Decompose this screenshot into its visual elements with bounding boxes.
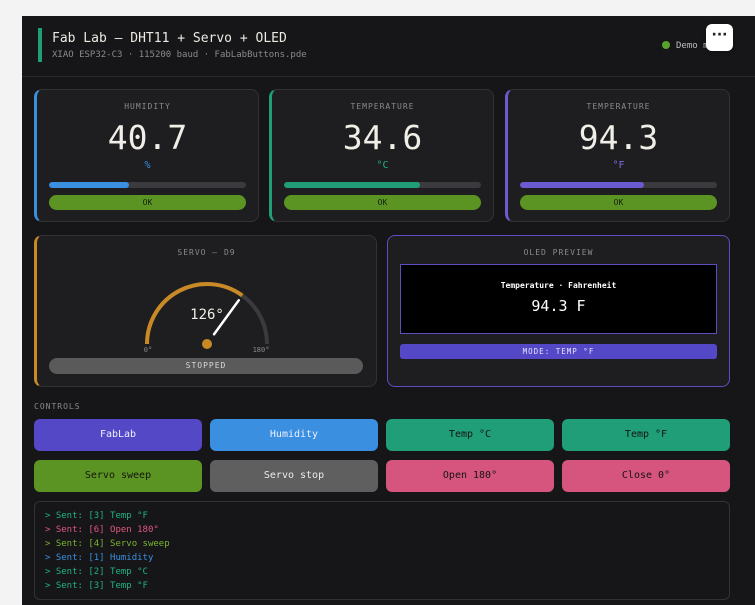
temperature-f-status-badge: OK bbox=[520, 195, 717, 210]
temperature-c-card: TEMPERATURE 34.6 °C OK bbox=[269, 89, 494, 222]
page-title: Fab Lab — DHT11 + Servo + OLED bbox=[52, 31, 287, 46]
connection-status: Demo m bbox=[662, 41, 709, 51]
temp-c-button[interactable]: Temp °C bbox=[386, 419, 554, 451]
gauge-max-label: 180° bbox=[253, 346, 270, 354]
close-0-button[interactable]: Close 0° bbox=[562, 460, 730, 492]
humidity-card: HUMIDITY 40.7 % OK bbox=[34, 89, 259, 222]
temperature-c-value: 34.6 bbox=[342, 118, 423, 157]
oled-label: OLED PREVIEW bbox=[523, 248, 594, 257]
temperature-f-progress-bar bbox=[520, 182, 717, 188]
log-line: > Sent: [2] Temp °C bbox=[45, 567, 148, 577]
status-label: Demo m bbox=[676, 41, 709, 51]
log-line: > Sent: [3] Temp °F bbox=[45, 581, 148, 591]
page-subtitle: XIAO ESP32-C3 · 115200 baud · FabLabButt… bbox=[52, 50, 307, 60]
log-line: > Sent: [4] Servo sweep bbox=[45, 539, 170, 549]
servo-sweep-button[interactable]: Servo sweep bbox=[34, 460, 202, 492]
gauge-needle bbox=[212, 299, 240, 336]
humidity-label: HUMIDITY bbox=[124, 102, 171, 111]
log-line: > Sent: [6] Open 180° bbox=[45, 525, 159, 535]
humidity-progress-bar bbox=[49, 182, 246, 188]
temperature-c-unit: °C bbox=[376, 160, 389, 171]
servo-label: SERVO — D9 bbox=[177, 248, 236, 257]
humidity-progress-fill bbox=[49, 182, 130, 188]
header: Fab Lab — DHT11 + Servo + OLED XIAO ESP3… bbox=[22, 16, 755, 77]
oled-preview-panel: OLED PREVIEW Temperature · Fahrenheit 94… bbox=[387, 235, 730, 387]
temperature-f-label: TEMPERATURE bbox=[586, 102, 651, 111]
temperature-c-progress-fill bbox=[284, 182, 420, 188]
fablab-button[interactable]: FabLab bbox=[34, 419, 202, 451]
humidity-button[interactable]: Humidity bbox=[210, 419, 378, 451]
temperature-f-progress-fill bbox=[520, 182, 645, 188]
temperature-f-card: TEMPERATURE 94.3 °F OK bbox=[505, 89, 730, 222]
temp-f-button[interactable]: Temp °F bbox=[562, 419, 730, 451]
header-accent-bar bbox=[38, 28, 42, 62]
controls-label: CONTROLS bbox=[34, 402, 81, 411]
oled-value-line: 94.3 F bbox=[531, 297, 586, 315]
temperature-c-status-badge: OK bbox=[284, 195, 481, 210]
temperature-f-unit: °F bbox=[612, 160, 625, 171]
gauge-fill bbox=[145, 282, 244, 345]
servo-angle-readout: 126° bbox=[190, 307, 224, 323]
humidity-value: 40.7 bbox=[107, 118, 188, 157]
log-line: > Sent: [1] Humidity bbox=[45, 553, 154, 563]
gauge-hub bbox=[202, 339, 212, 349]
servo-state-badge: STOPPED bbox=[49, 358, 363, 374]
humidity-status-badge: OK bbox=[49, 195, 246, 210]
gauge-min-label: 0° bbox=[144, 346, 152, 354]
serial-log[interactable]: > Sent: [3] Temp °F > Sent: [6] Open 180… bbox=[34, 501, 730, 600]
oled-top-line: Temperature · Fahrenheit bbox=[500, 281, 617, 290]
servo-stop-button[interactable]: Servo stop bbox=[210, 460, 378, 492]
humidity-unit: % bbox=[144, 160, 151, 171]
oled-mode-badge: MODE: TEMP °F bbox=[400, 344, 717, 359]
log-line: > Sent: [3] Temp °F bbox=[45, 511, 148, 521]
more-options-button[interactable]: ··· bbox=[706, 24, 733, 51]
status-dot-icon bbox=[662, 41, 670, 49]
open-180-button[interactable]: Open 180° bbox=[386, 460, 554, 492]
temperature-f-value: 94.3 bbox=[578, 118, 659, 157]
temperature-c-label: TEMPERATURE bbox=[350, 102, 415, 111]
temperature-c-progress-bar bbox=[284, 182, 481, 188]
oled-screen: Temperature · Fahrenheit 94.3 F bbox=[400, 264, 717, 334]
servo-gauge: 126° 0° 180° bbox=[144, 282, 270, 354]
app-window: Fab Lab — DHT11 + Servo + OLED XIAO ESP3… bbox=[22, 16, 755, 605]
servo-panel: SERVO — D9 126° 0° 180° STOPPED bbox=[34, 235, 377, 387]
